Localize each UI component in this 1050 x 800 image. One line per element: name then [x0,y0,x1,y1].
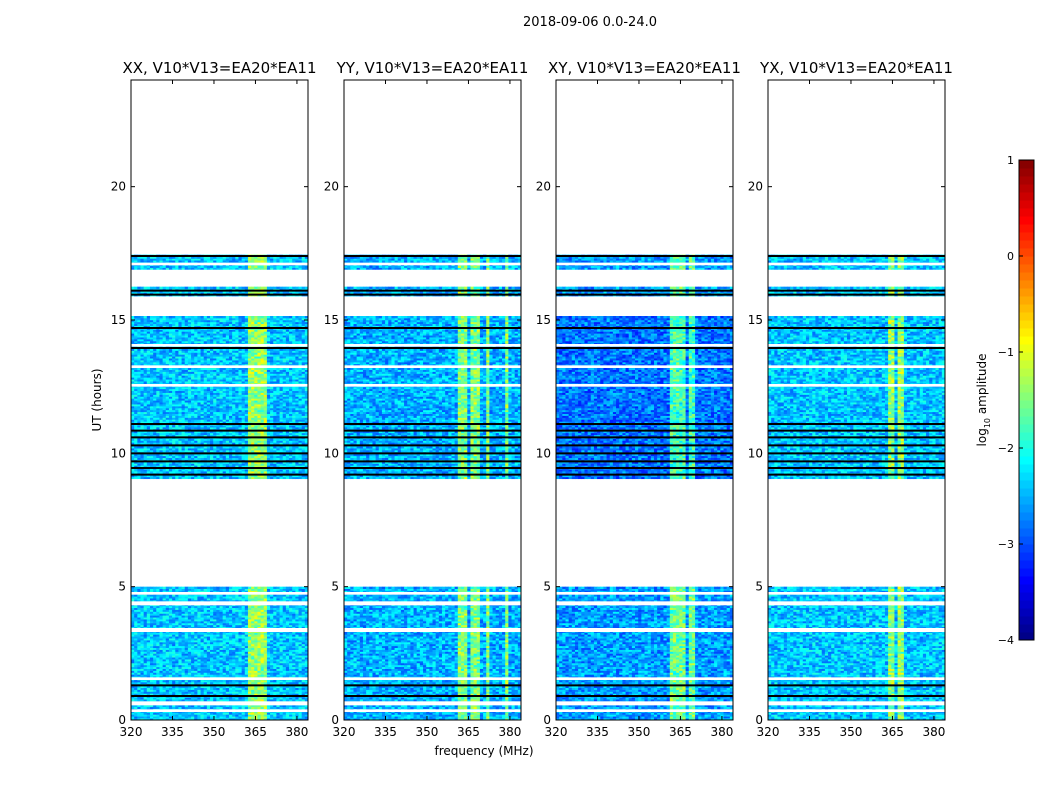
y-axis-label: UT (hours) [90,368,104,431]
figure-suptitle: 2018-09-06 0.0-24.0 [523,15,657,30]
panel-title: XX, V10*V13=EA20*EA11 [122,59,316,77]
x-axis-label: frequency (MHz) [434,744,533,758]
chart: 2018-09-06 0.0-24.0 UT (hours) frequency… [0,0,1050,800]
heatmap-cells [131,255,308,721]
